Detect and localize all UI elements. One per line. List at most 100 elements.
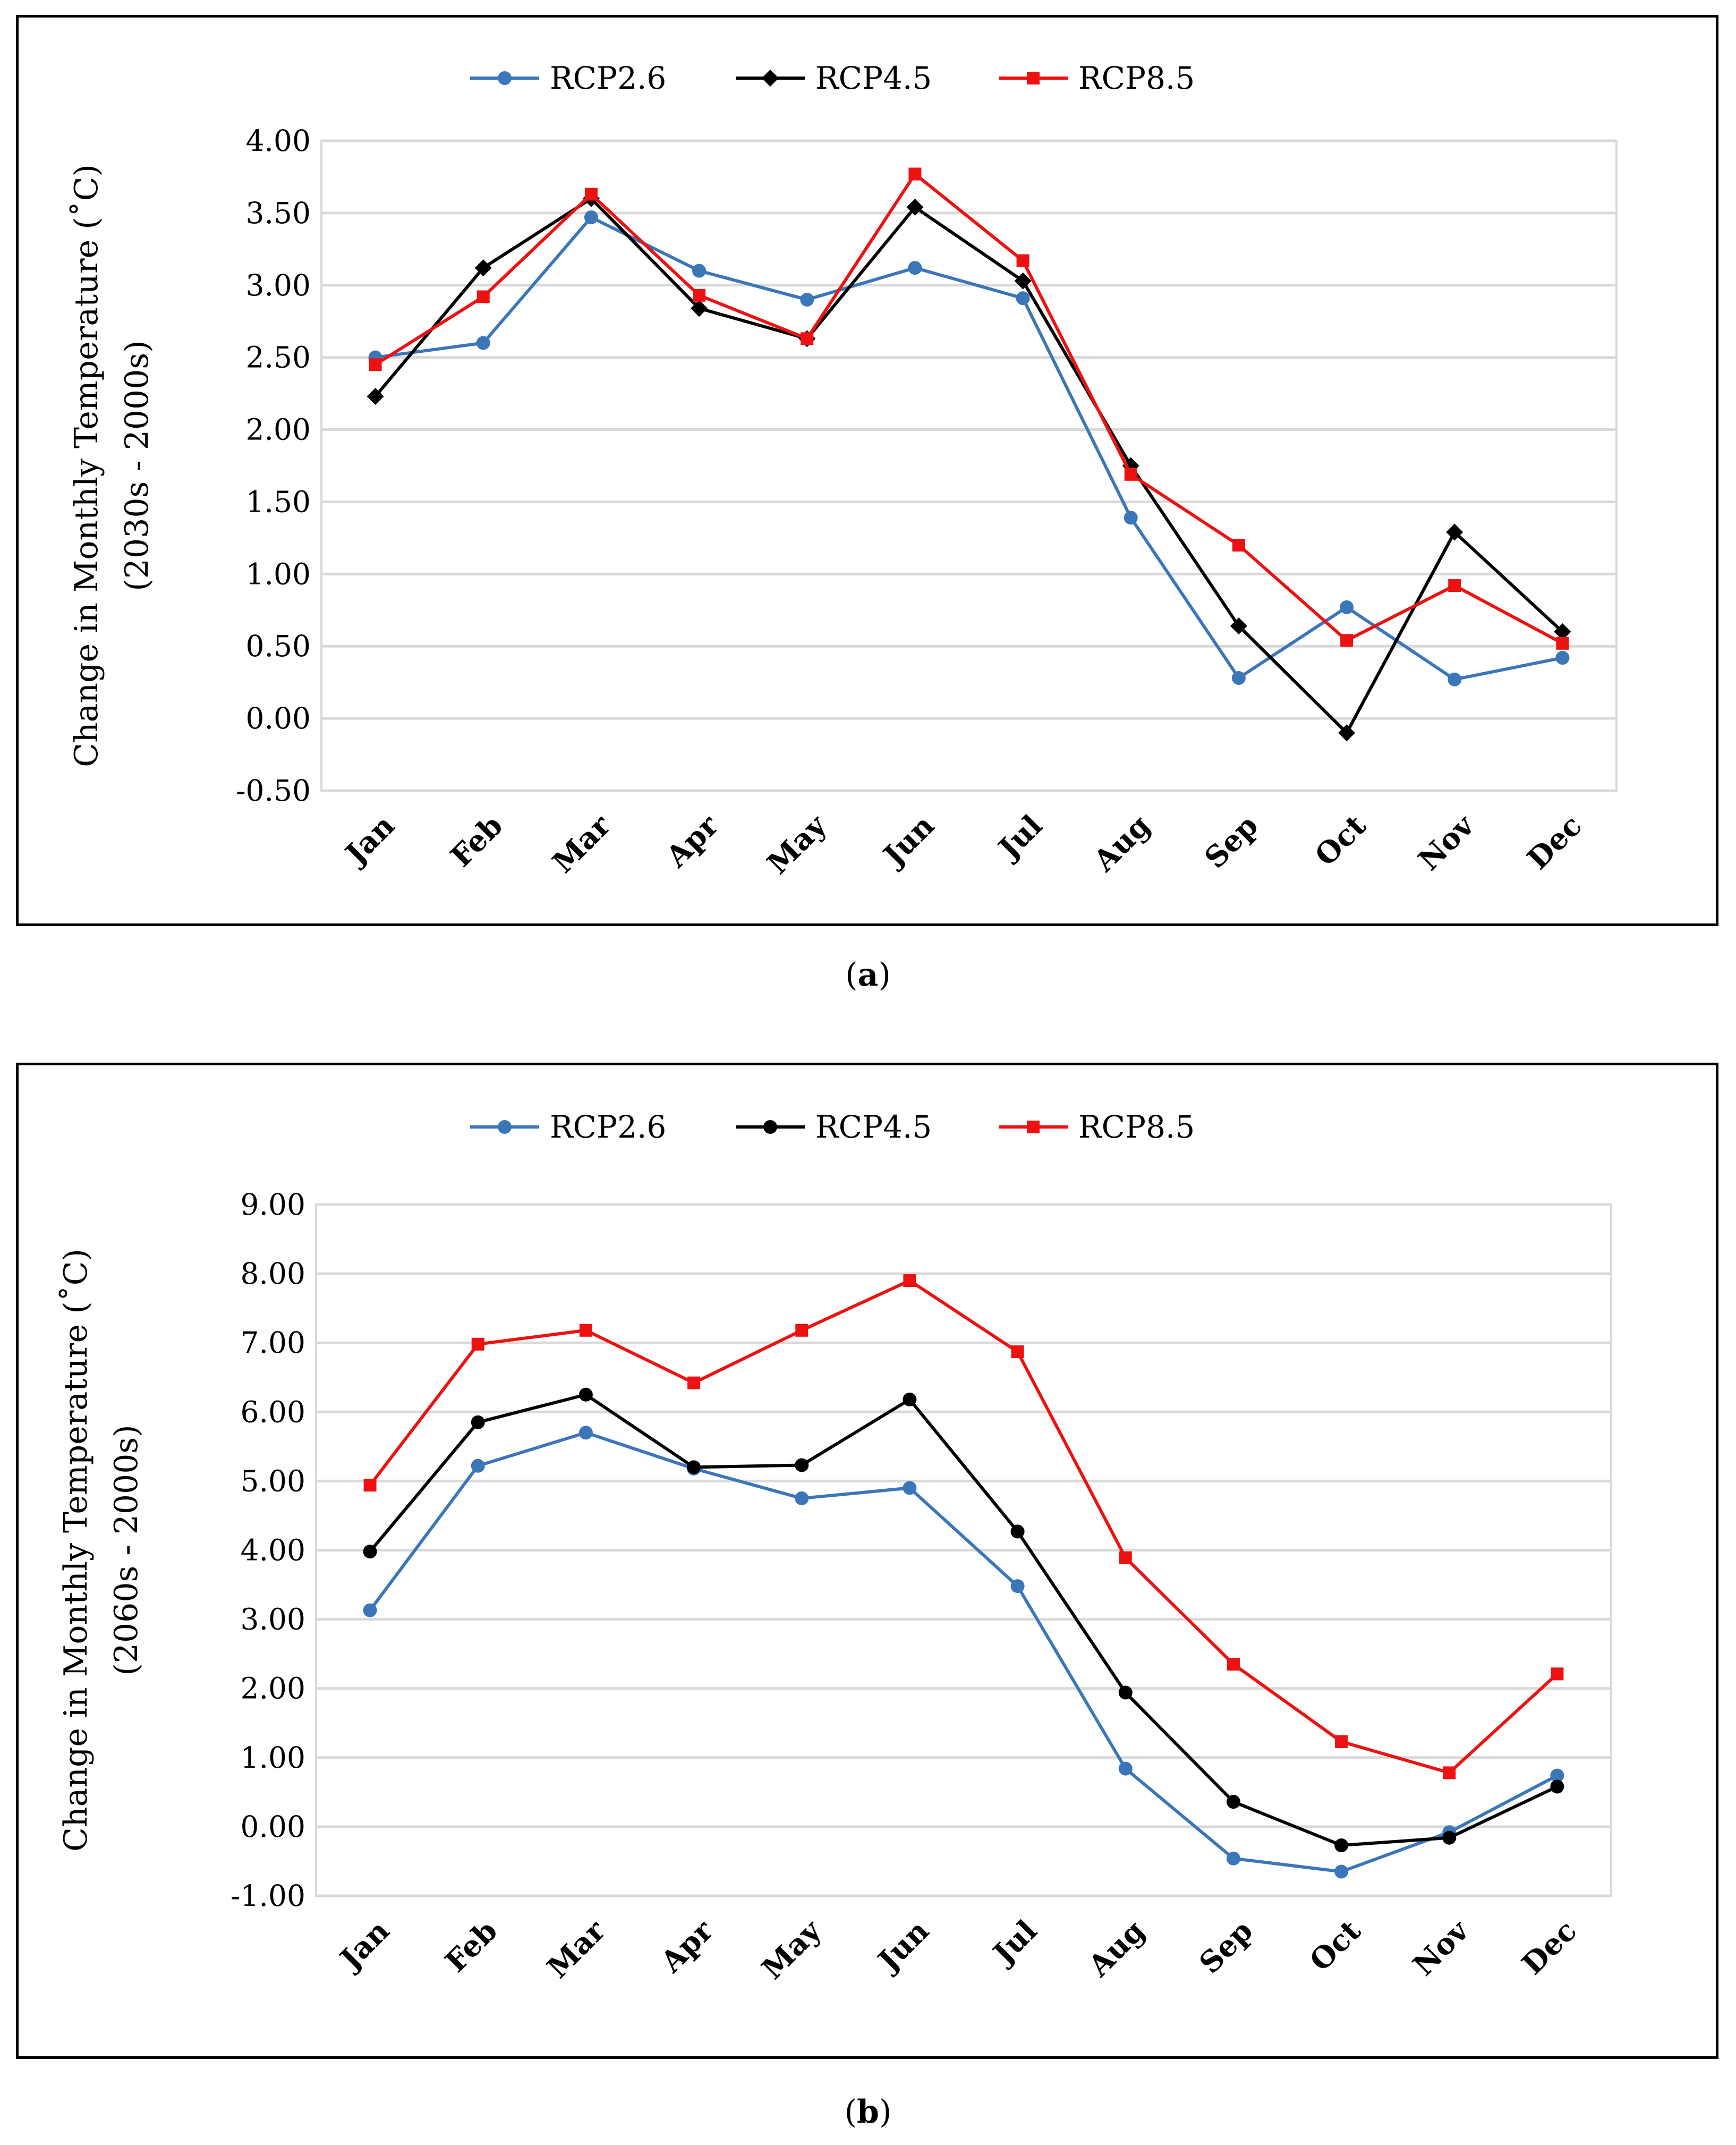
data-point-rcp85 xyxy=(1232,538,1245,552)
chart-a-svg: -0.50 0.00 0.50 1.00 1.50 2.00 2.50 3.00 3.50 4.0… xyxy=(68,60,1618,880)
y-tick-label: 2.00 xyxy=(246,413,311,447)
x-tick-label: Jan xyxy=(331,1913,396,1978)
legend-label-rcp26: RCP2.6 xyxy=(550,60,666,96)
y-tick-label: 8.00 xyxy=(241,1257,305,1291)
series-line-rcp85 xyxy=(374,172,1563,645)
data-point-rcp85 xyxy=(1011,1345,1024,1359)
data-point-rcp45 xyxy=(1334,1838,1349,1853)
data-point-rcp26 xyxy=(800,292,814,307)
x-tick-label: Jun xyxy=(870,1913,935,1979)
data-point-rcp85 xyxy=(1227,1658,1240,1671)
caption-a-letter: a xyxy=(857,956,879,994)
y-tick-label: 3.50 xyxy=(246,196,311,230)
data-point-rcp85 xyxy=(1551,1667,1564,1681)
y-tick-label: 5.00 xyxy=(241,1464,305,1498)
x-tick-label: Mar xyxy=(540,1913,612,1985)
data-point-rcp85 xyxy=(1448,579,1461,592)
series-line-rcp45 xyxy=(369,1393,1558,1847)
data-point-rcp45 xyxy=(1338,724,1356,742)
y-tick-label: 1.50 xyxy=(246,485,311,519)
data-point-rcp26 xyxy=(578,1426,593,1440)
data-point-rcp85 xyxy=(1340,634,1354,647)
y-axis-label-period: (2030s - 2000s) xyxy=(118,340,156,591)
data-point-rcp26 xyxy=(908,261,922,275)
data-point-rcp45 xyxy=(1226,1795,1240,1809)
data-point-rcp85 xyxy=(1119,1551,1132,1564)
caption-b: (b) xyxy=(844,2093,892,2131)
x-tick-label: Nov xyxy=(1411,807,1481,877)
legend-label-rcp45: RCP4.5 xyxy=(815,60,932,96)
data-point-rcp45 xyxy=(471,1415,485,1429)
x-tick-label: Sep xyxy=(1193,1913,1260,1980)
legend-label-rcp85: RCP8.5 xyxy=(1078,1109,1195,1145)
series-line-rcp45 xyxy=(374,197,1564,735)
y-tick-label: 3.00 xyxy=(246,268,311,302)
plot-area xyxy=(315,1203,1612,1897)
y-tick-label: 2.00 xyxy=(241,1672,305,1706)
data-point-rcp85 xyxy=(795,1324,809,1337)
y-tick-label: 7.00 xyxy=(241,1326,305,1360)
x-tick-label: Mar xyxy=(546,808,617,879)
y-tick-label: 1.00 xyxy=(241,1741,305,1775)
data-point-rcp45 xyxy=(1550,1779,1564,1794)
data-point-rcp26 xyxy=(363,1603,377,1617)
y-axis-label-period: (2060s - 2000s) xyxy=(108,1425,145,1675)
data-point-rcp45 xyxy=(578,1387,593,1402)
data-point-rcp85 xyxy=(801,332,814,345)
data-point-rcp45 xyxy=(906,199,924,216)
chart-b-svg: -1.00 0.00 1.00 2.00 3.00 4.00 5.00 6.00 7.00 8.0… xyxy=(57,1109,1612,1986)
data-point-rcp45 xyxy=(1446,523,1463,541)
y-tick-label: 0.50 xyxy=(246,629,311,663)
data-point-rcp26 xyxy=(1448,672,1462,686)
x-tick-label: May xyxy=(755,1912,828,1986)
data-point-rcp26 xyxy=(795,1491,809,1505)
data-point-rcp26 xyxy=(471,1459,485,1473)
data-point-rcp85 xyxy=(1556,637,1569,650)
series-line-rcp26 xyxy=(369,1431,1558,1873)
legend-marker-rcp26 xyxy=(498,1120,512,1134)
y-tick-label: 2.50 xyxy=(246,341,311,375)
x-tick-label: Oct xyxy=(1308,808,1373,872)
data-point-rcp45 xyxy=(795,1458,809,1472)
data-point-rcp85 xyxy=(687,1376,701,1389)
y-tick-label: 1.00 xyxy=(246,557,311,591)
data-point-rcp26 xyxy=(1118,1761,1133,1776)
legend-label-rcp85: RCP8.5 xyxy=(1078,60,1195,96)
legend-label-rcp45: RCP4.5 xyxy=(815,1109,932,1145)
x-tick-label: Jun xyxy=(875,808,941,874)
y-tick-label: 3.00 xyxy=(241,1603,305,1637)
data-point-rcp85 xyxy=(369,358,382,371)
plot-area xyxy=(320,140,1618,792)
chart-panel-a: -0.50 0.00 0.50 1.00 1.50 2.00 2.50 3.00 3.50 4.0… xyxy=(16,15,1718,926)
data-point-rcp85 xyxy=(1124,468,1137,481)
x-tick-label: Jan xyxy=(337,808,401,872)
caption-b-letter: b xyxy=(857,2093,879,2131)
data-point-rcp45 xyxy=(474,259,492,277)
data-point-rcp45 xyxy=(1442,1830,1457,1845)
y-axis-label: Change in Monthly Temperature (˚C) xyxy=(57,1249,95,1852)
data-point-rcp85 xyxy=(693,289,706,302)
data-point-rcp26 xyxy=(903,1481,917,1495)
data-point-rcp85 xyxy=(1443,1766,1456,1779)
x-tick-label: Apr xyxy=(653,1913,720,1979)
data-point-rcp85 xyxy=(471,1337,484,1351)
caption-a: (a) xyxy=(845,956,891,994)
x-tick-label: Feb xyxy=(438,1913,504,1979)
y-tick-label: 4.00 xyxy=(246,124,311,158)
x-tick-label: Aug xyxy=(1086,808,1156,878)
x-tick-label: Dec xyxy=(1515,1913,1583,1981)
x-tick-label: Apr xyxy=(659,808,725,874)
y-tick-label: 6.00 xyxy=(241,1395,305,1429)
legend-marker-rcp85 xyxy=(1027,1121,1040,1133)
x-tick-label: Dec xyxy=(1520,808,1588,876)
data-point-rcp85 xyxy=(579,1324,592,1337)
legend-marker-rcp45 xyxy=(763,1120,777,1134)
y-tick-label: -0.50 xyxy=(236,774,311,808)
data-point-rcp26 xyxy=(1340,600,1354,614)
data-point-rcp26 xyxy=(1231,671,1246,685)
y-tick-label: 9.00 xyxy=(241,1188,305,1222)
data-point-rcp45 xyxy=(1118,1685,1133,1700)
data-point-rcp26 xyxy=(1124,511,1138,525)
data-point-rcp26 xyxy=(1010,1579,1025,1593)
data-point-rcp26 xyxy=(692,264,707,278)
